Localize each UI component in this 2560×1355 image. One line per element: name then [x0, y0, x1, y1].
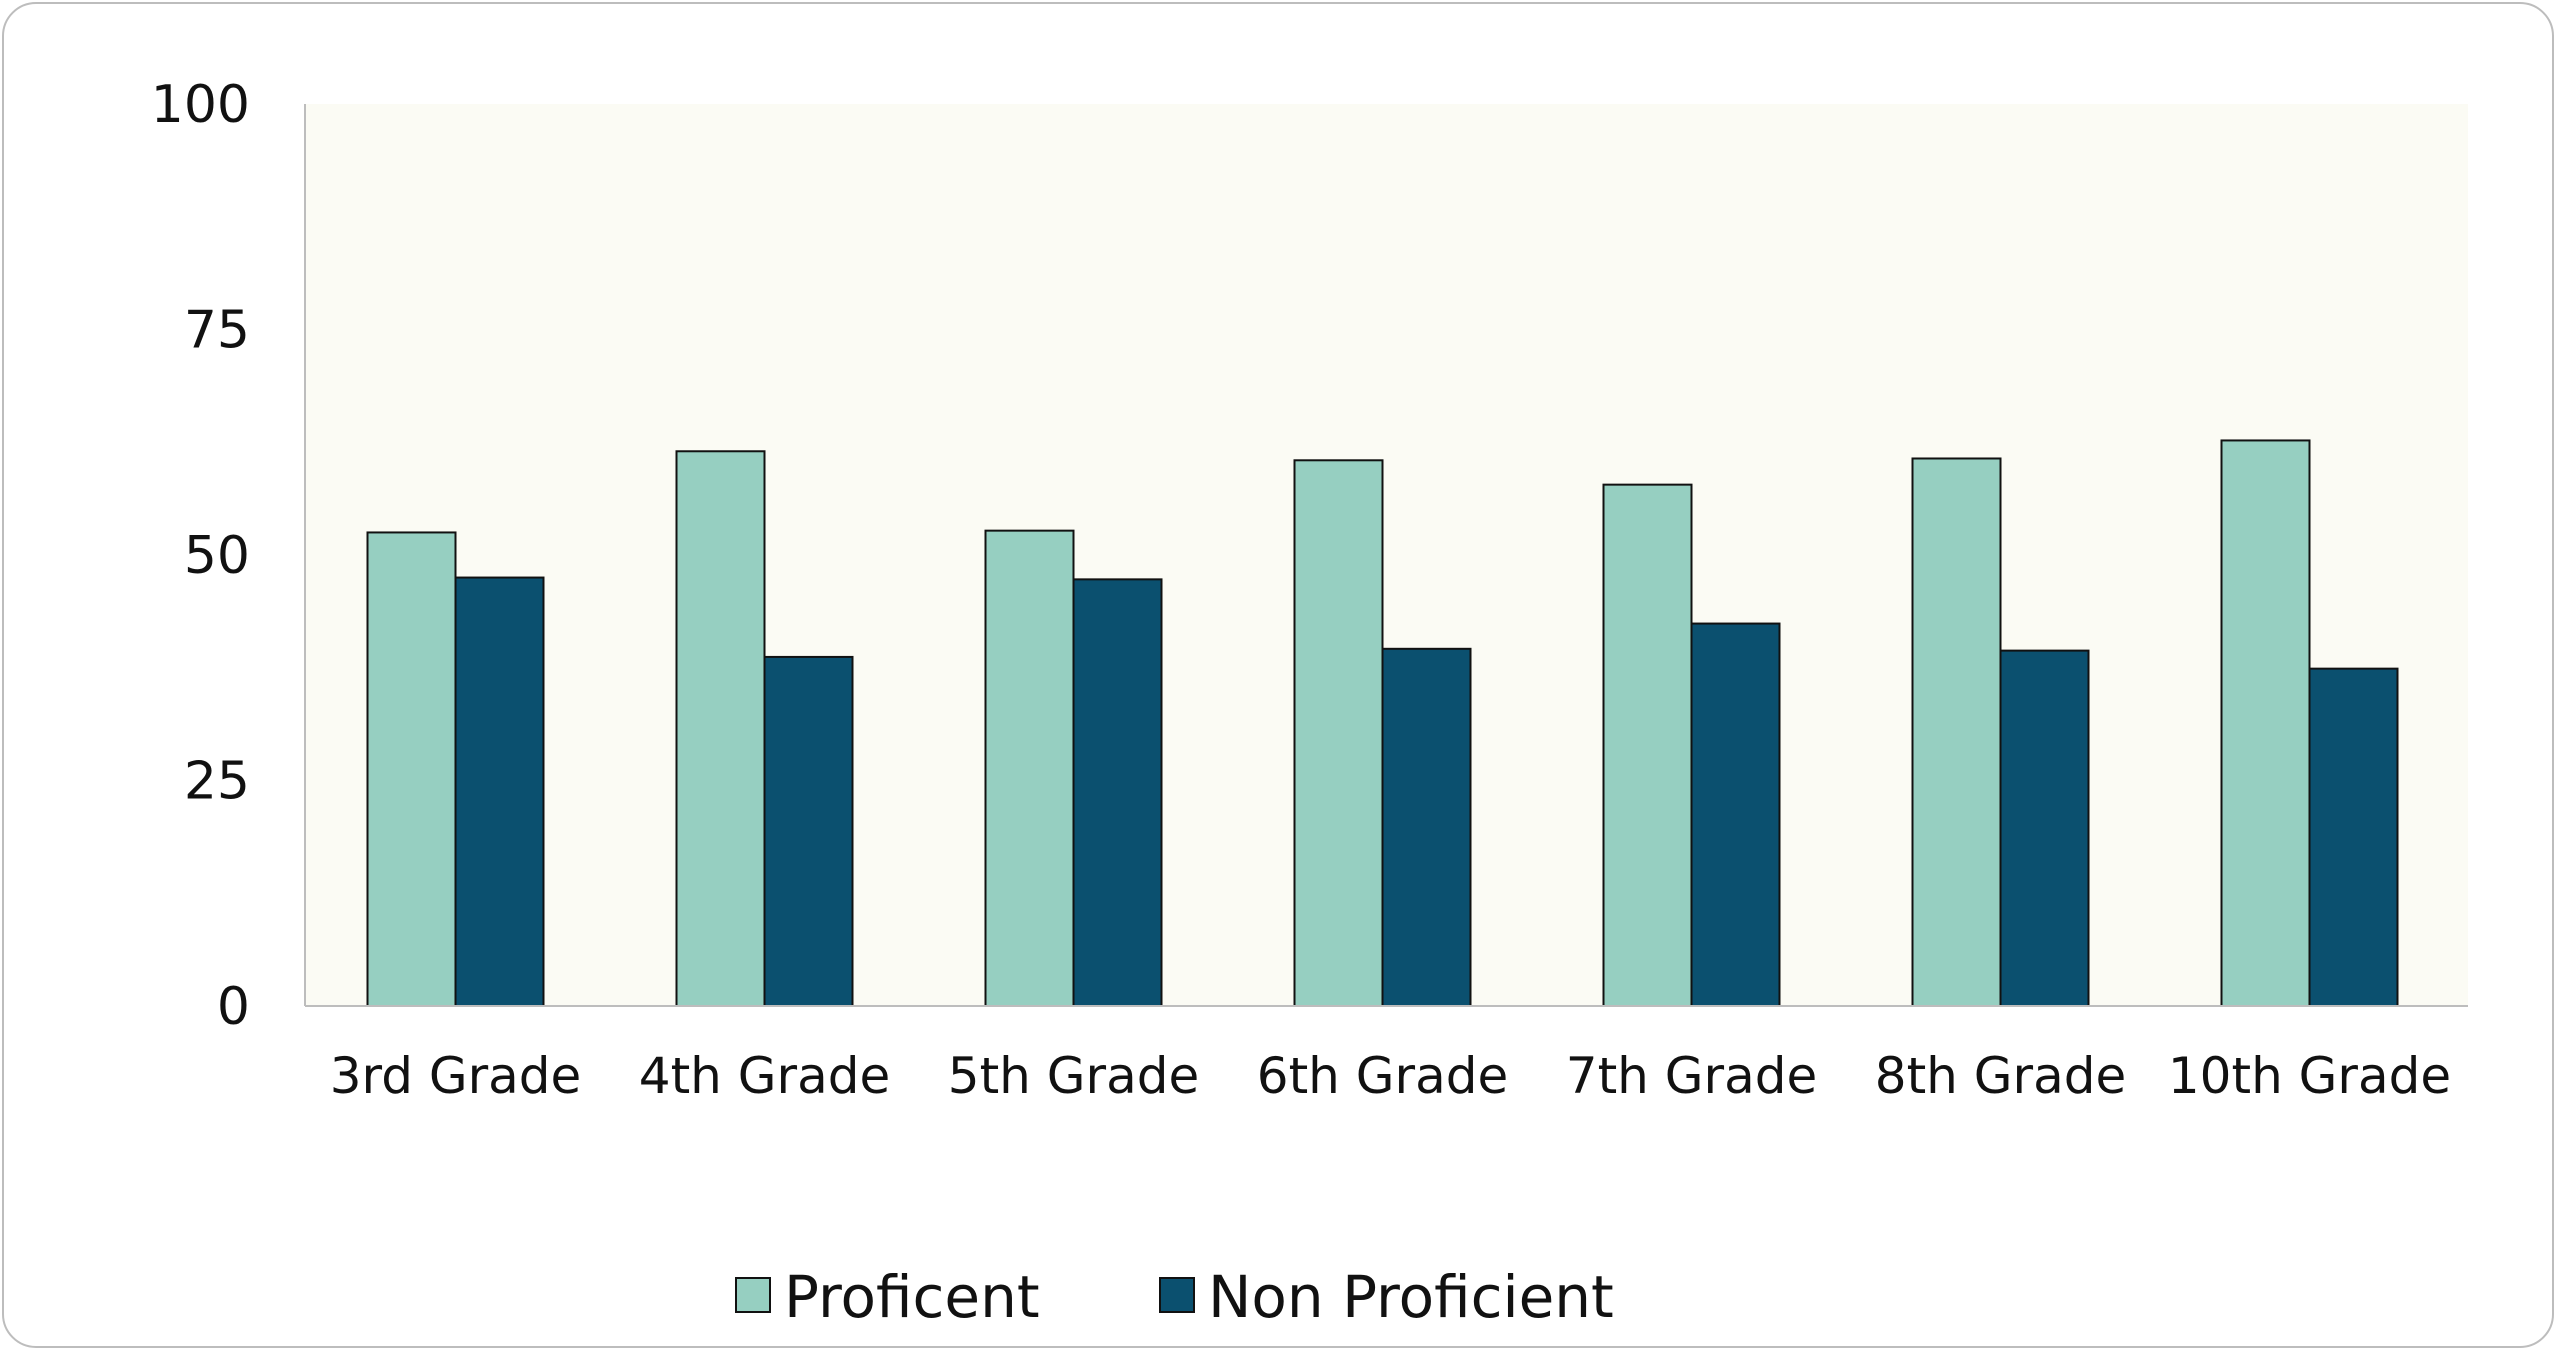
- x-tick-label-10th-grade: 10th Grade: [2168, 1047, 2451, 1105]
- x-tick-label-3rd-grade: 3rd Grade: [330, 1047, 582, 1105]
- legend-swatch-proficent: [735, 1277, 771, 1313]
- legend-label-non-proficient: Non Proficient: [1208, 1263, 1614, 1331]
- bar-proficent-8th-grade: [1911, 457, 2002, 1007]
- legend-label-proficent: Proficent: [784, 1263, 1040, 1331]
- bar-non-proficient-8th-grade: [1999, 649, 2090, 1007]
- bar-proficent-3rd-grade: [366, 531, 457, 1007]
- bars-group: [366, 439, 2399, 1008]
- bar-non-proficient-5th-grade: [1072, 578, 1163, 1007]
- legend-swatch-non-proficient: [1159, 1277, 1195, 1313]
- legend: Proficent Non Proficient: [735, 1263, 1614, 1331]
- bar-non-proficient-6th-grade: [1381, 647, 1472, 1007]
- bar-proficent-6th-grade: [1293, 459, 1384, 1008]
- bar-non-proficient-4th-grade: [763, 655, 854, 1008]
- x-tick-label-4th-grade: 4th Grade: [639, 1047, 890, 1105]
- bar-proficent-7th-grade: [1602, 483, 1693, 1008]
- bar-proficent-10th-grade: [2220, 439, 2311, 1008]
- bar-proficent-4th-grade: [675, 450, 766, 1007]
- y-tick-labels: 0 25 50 75 100: [151, 75, 250, 1037]
- y-tick-label-50: 50: [184, 526, 250, 586]
- x-tick-label-8th-grade: 8th Grade: [1875, 1047, 2126, 1105]
- y-tick-label-100: 100: [151, 75, 250, 135]
- bar-proficent-5th-grade: [984, 529, 1075, 1007]
- y-tick-label-75: 75: [184, 301, 250, 361]
- bar-non-proficient-10th-grade: [2308, 667, 2399, 1007]
- x-tick-label-7th-grade: 7th Grade: [1566, 1047, 1817, 1105]
- bar-non-proficient-3rd-grade: [454, 576, 545, 1007]
- x-tick-labels: 3rd Grade 4th Grade 5th Grade 6th Grade 7th …: [330, 1047, 2451, 1105]
- y-tick-label-0: 0: [217, 977, 250, 1037]
- y-tick-label-25: 25: [184, 752, 250, 812]
- x-tick-label-5th-grade: 5th Grade: [948, 1047, 1199, 1105]
- bar-non-proficient-7th-grade: [1690, 622, 1781, 1007]
- x-tick-label-6th-grade: 6th Grade: [1257, 1047, 1508, 1105]
